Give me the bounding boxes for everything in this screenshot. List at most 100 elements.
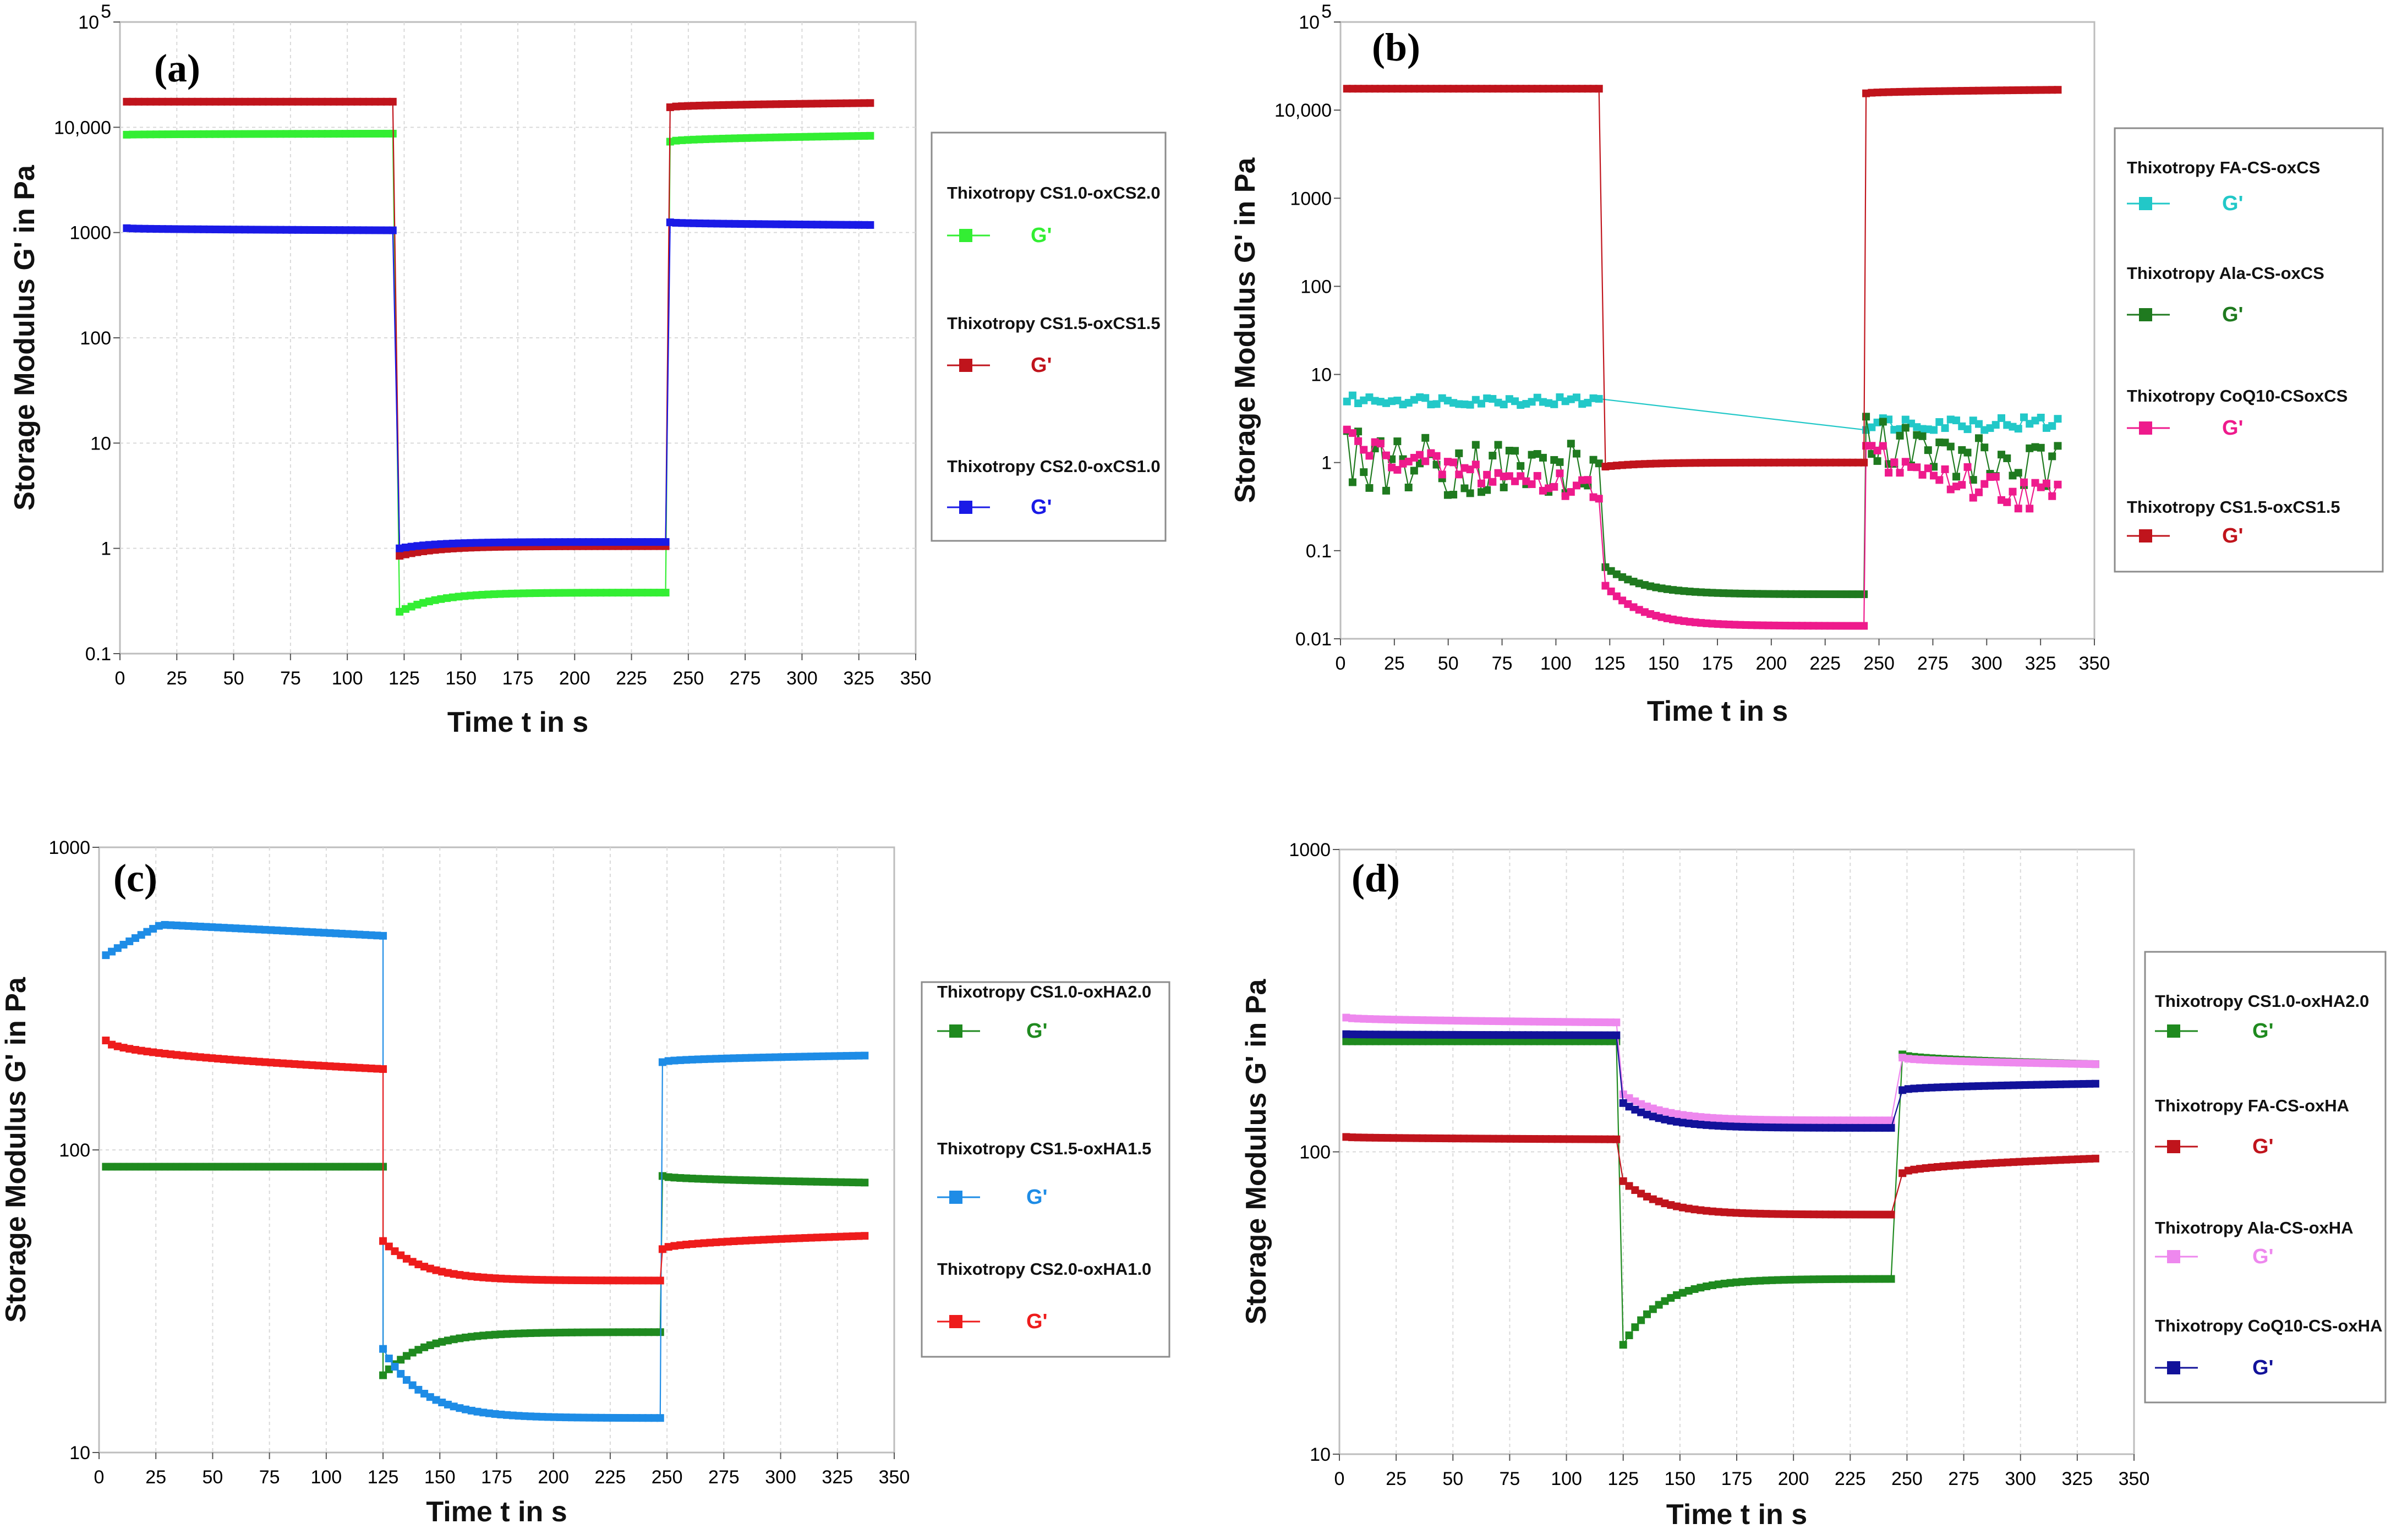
data-point: [1952, 416, 1961, 425]
panel-label: (c): [113, 856, 157, 900]
data-point: [1673, 1110, 1681, 1118]
data-point: [1916, 1084, 1924, 1092]
data-point: [538, 1413, 546, 1421]
data-point: [584, 538, 593, 546]
data-point: [1980, 1057, 1988, 1066]
data-point: [1455, 449, 1463, 457]
data-point: [1389, 1031, 1397, 1039]
y-axis-title: Storage Modulus G' in Pa: [9, 165, 41, 511]
data-point: [1655, 1114, 1663, 1122]
data-point: [1511, 447, 1519, 455]
data-point: [164, 130, 172, 139]
data-point: [347, 97, 355, 106]
data-point: [1524, 1135, 1533, 1143]
data-point: [1887, 1275, 1895, 1283]
data-point: [532, 589, 540, 598]
data-point: [620, 589, 628, 597]
data-point: [632, 1414, 641, 1422]
data-point: [1714, 1208, 1722, 1216]
data-point: [1840, 1124, 1848, 1132]
data-point: [1448, 1031, 1456, 1039]
data-point: [324, 226, 332, 234]
data-point: [644, 589, 652, 597]
x-tick-label: 325: [2025, 653, 2056, 674]
data-point: [1483, 470, 1491, 479]
data-point: [456, 1334, 464, 1342]
data-point: [462, 1405, 470, 1413]
data-point: [1798, 1116, 1806, 1125]
data-point: [367, 1163, 375, 1171]
data-point: [854, 221, 862, 229]
data-point: [795, 1053, 803, 1061]
data-point: [1738, 1122, 1747, 1131]
data-point: [184, 1052, 193, 1060]
series-3: [1342, 1013, 2099, 1125]
data-point: [355, 1163, 364, 1171]
data-point: [778, 1053, 786, 1061]
data-point: [158, 97, 166, 106]
data-point: [1595, 1018, 1603, 1026]
data-point: [678, 102, 686, 111]
data-point: [194, 130, 202, 138]
data-point: [632, 1328, 641, 1336]
data-point: [1583, 1037, 1591, 1045]
data-point: [1501, 1037, 1509, 1045]
data-point: [837, 1232, 845, 1241]
data-point: [1809, 1275, 1818, 1284]
legend-entry-label: Thixotropy CS1.0-oxHA2.0: [937, 982, 1151, 1001]
data-point: [683, 136, 692, 144]
data-point: [1916, 1165, 1924, 1173]
data-point: [1690, 1285, 1699, 1293]
data-point: [1726, 1115, 1735, 1123]
data-point: [1424, 1134, 1432, 1142]
data-point: [1643, 1102, 1651, 1110]
data-point: [1667, 1116, 1675, 1125]
data-point: [1421, 434, 1430, 442]
chart-panel-b: 0 25 50 75 100 125 150 175 200 225 250 275 300 325 350…: [1229, 1, 2384, 727]
data-point: [1992, 1159, 2000, 1167]
data-point: [532, 538, 540, 546]
series-4: [1343, 85, 2062, 471]
data-point: [420, 1263, 429, 1271]
data-point: [861, 1232, 869, 1240]
data-point: [730, 1176, 738, 1184]
data-point: [759, 1236, 768, 1244]
data-point: [1845, 1210, 1853, 1219]
data-point: [2039, 1081, 2047, 1089]
data-point: [1904, 1166, 1912, 1175]
data-point: [113, 1042, 122, 1050]
data-point: [1625, 1103, 1633, 1111]
data-point: [1565, 1037, 1573, 1045]
x-tick-label: 0: [1334, 1468, 1345, 1489]
panel-label: (d): [1352, 856, 1400, 900]
data-point: [349, 930, 358, 939]
series-2: [1342, 1133, 2099, 1219]
data-point: [825, 100, 833, 108]
data-point: [2026, 505, 2034, 513]
data-point: [367, 1064, 375, 1072]
data-point: [237, 924, 245, 933]
data-point: [158, 130, 166, 139]
data-point: [288, 130, 297, 138]
data-point: [261, 1163, 269, 1171]
data-point: [678, 219, 686, 227]
data-point: [472, 591, 480, 599]
data-point: [302, 1163, 310, 1171]
data-point: [391, 1363, 399, 1371]
data-point: [1395, 1016, 1403, 1024]
data-point: [855, 1232, 863, 1240]
data-point: [1708, 1114, 1716, 1122]
data-point: [1348, 478, 1356, 486]
data-point: [1377, 1037, 1386, 1045]
data-point: [1750, 1209, 1758, 1218]
legend-marker: [2167, 1024, 2180, 1038]
data-point: [196, 1053, 204, 1061]
data-point: [284, 1060, 293, 1068]
data-point: [330, 97, 338, 106]
legend-entry-label: Thixotropy CoQ10-CS-oxHA: [2155, 1316, 2382, 1335]
data-point: [1649, 1305, 1657, 1313]
data-point: [1631, 1105, 1639, 1114]
data-point: [573, 538, 581, 546]
x-tick-label: 75: [1500, 1468, 1520, 1489]
data-point: [825, 221, 833, 229]
